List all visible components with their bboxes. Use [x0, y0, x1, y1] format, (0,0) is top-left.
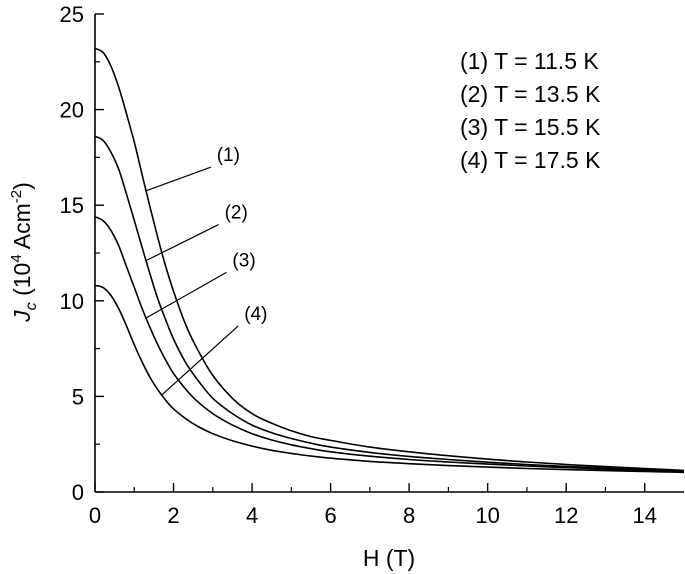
legend-entry-4: (4) T = 17.5 K: [460, 147, 601, 173]
series-line-4: [94, 284, 685, 474]
annotation-leader-4: [161, 325, 239, 396]
x-tick-label: 0: [89, 503, 101, 528]
y-tick-label: 15: [60, 193, 84, 218]
x-tick-label: 2: [167, 503, 179, 528]
x-tick-label: 6: [324, 503, 336, 528]
x-tick-label: 8: [403, 503, 415, 528]
series-line-3: [94, 215, 685, 473]
x-axis-ticks: 0 2 4 6 8 10 12 14: [89, 483, 657, 528]
annotation-label-2: (2): [225, 203, 248, 224]
x-tick-label: 10: [475, 503, 499, 528]
annotation-leader-1: [145, 166, 211, 192]
series-lines: [94, 47, 685, 474]
y-axis-ticks: 0 5 10 15 20 25: [60, 2, 104, 505]
y-tick-label: 25: [60, 2, 84, 27]
curve-annotations: (1) (2) (3) (4): [145, 145, 267, 396]
y-tick-label: 10: [60, 289, 84, 314]
series-line-2: [94, 135, 685, 472]
y-axis-title: Jc (104 Acm-2): [8, 182, 40, 323]
annotation-label-4: (4): [244, 304, 267, 325]
y-tick-label: 20: [60, 98, 84, 123]
x-axis-title: H (T): [363, 545, 415, 571]
y-tick-label: 0: [72, 480, 84, 505]
series-line-1: [94, 47, 685, 472]
legend: (1) T = 11.5 K (2) T = 13.5 K (3) T = 15…: [460, 48, 601, 173]
legend-entry-2: (2) T = 13.5 K: [460, 81, 601, 107]
x-tick-label: 14: [632, 503, 656, 528]
legend-entry-3: (3) T = 15.5 K: [460, 114, 601, 140]
annotation-label-1: (1): [217, 145, 240, 166]
x-tick-label: 4: [246, 503, 258, 528]
x-tick-label: 12: [554, 503, 578, 528]
annotation-leader-2: [145, 224, 219, 262]
annotation-leader-3: [145, 271, 227, 319]
legend-entry-1: (1) T = 11.5 K: [460, 48, 599, 74]
annotation-label-3: (3): [232, 250, 255, 271]
y-tick-label: 5: [72, 384, 84, 409]
